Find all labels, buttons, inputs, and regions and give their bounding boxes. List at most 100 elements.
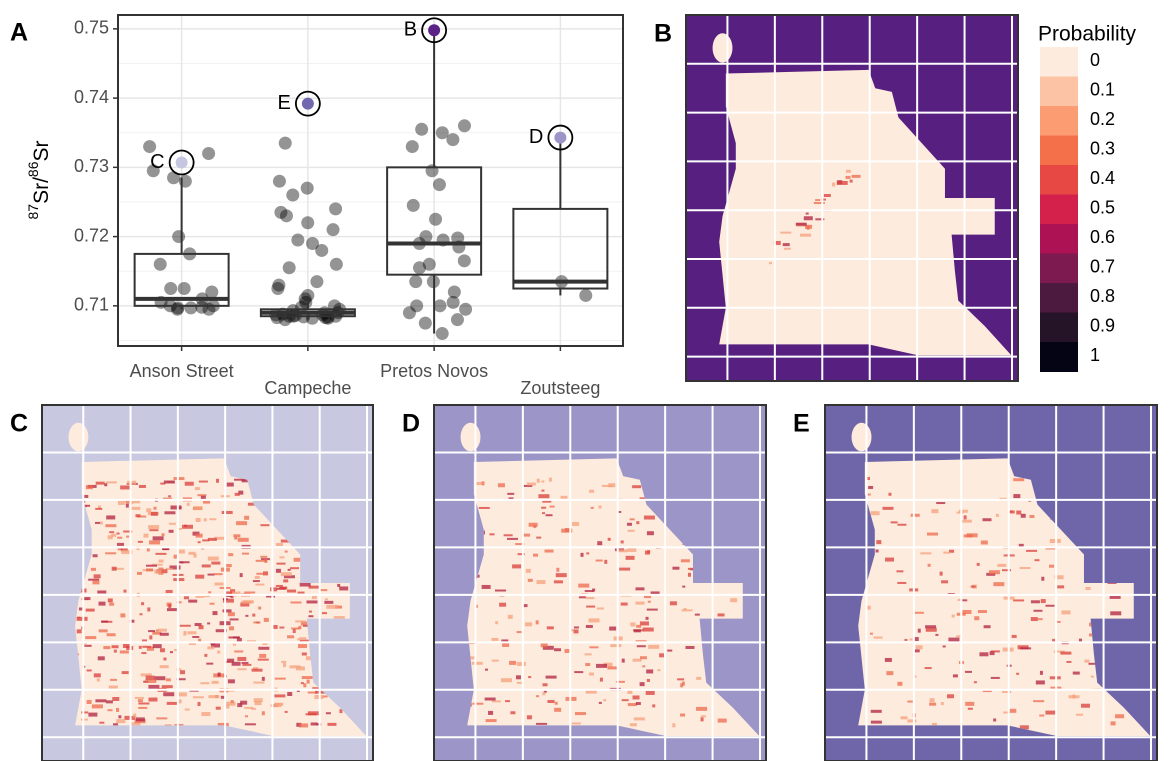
speckle: [260, 524, 270, 527]
speckle: [240, 602, 250, 607]
speckle: [148, 684, 160, 689]
data-point: [579, 288, 593, 302]
speckle: [963, 515, 967, 520]
speckle: [201, 564, 211, 568]
speckle: [117, 547, 123, 551]
speckle: [956, 635, 962, 638]
speckle: [233, 534, 241, 538]
speckle: [795, 222, 807, 226]
speckle: [1054, 575, 1064, 580]
speckle: [274, 694, 286, 698]
data-point: [202, 146, 216, 160]
speckle: [547, 699, 555, 703]
panel-label: B: [654, 20, 672, 48]
speckle: [339, 709, 343, 714]
speckle: [207, 622, 211, 625]
data-point: [274, 205, 288, 219]
speckle: [244, 715, 248, 718]
speckle: [170, 505, 182, 510]
speckle: [913, 637, 919, 642]
speckle: [226, 482, 234, 487]
speckle: [900, 716, 908, 720]
speckle: [145, 675, 155, 680]
legend-title: Probability: [1038, 23, 1137, 46]
speckle: [506, 537, 518, 540]
y-tick-label: 0.72: [74, 225, 109, 245]
speckle: [99, 721, 105, 724]
speckle: [545, 514, 553, 517]
speckle: [208, 591, 212, 594]
speckle: [618, 510, 622, 513]
speckle: [885, 557, 895, 562]
speckle: [253, 698, 263, 703]
speckle: [929, 702, 937, 706]
speckle: [491, 659, 499, 662]
speckle: [164, 511, 176, 515]
speckle: [152, 644, 162, 649]
speckle: [125, 500, 131, 504]
speckle: [993, 718, 997, 722]
speckle: [308, 615, 314, 618]
speckle: [491, 637, 499, 641]
speckle: [183, 596, 189, 600]
speckle: [177, 692, 187, 697]
speckle: [239, 573, 243, 578]
speckle: [973, 681, 977, 684]
speckle: [888, 492, 892, 496]
speckle: [279, 626, 285, 629]
speckle: [146, 508, 152, 513]
speckle: [192, 635, 200, 638]
speckle: [301, 652, 307, 656]
data-point: [306, 237, 320, 251]
speckle: [163, 692, 175, 697]
speckle: [1013, 478, 1025, 482]
speckle: [244, 706, 254, 709]
speckle: [951, 614, 955, 618]
speckle: [184, 708, 190, 711]
speckle: [214, 582, 224, 586]
speckle: [599, 677, 603, 682]
speckle: [730, 598, 738, 603]
speckle: [1029, 514, 1035, 518]
speckle: [597, 541, 603, 546]
speckle: [528, 676, 532, 679]
speckle: [154, 569, 162, 574]
speckle: [275, 568, 281, 573]
speckle: [195, 517, 201, 522]
speckle: [942, 645, 946, 648]
speckle: [642, 665, 646, 668]
speckle: [564, 527, 570, 532]
speckle: [108, 685, 118, 689]
speckle: [815, 218, 825, 221]
data-point: [299, 295, 313, 309]
data-point: [435, 327, 449, 341]
speckle: [931, 509, 939, 514]
speckle: [109, 602, 115, 606]
highlight-point: [301, 97, 314, 110]
speckle: [182, 524, 194, 529]
speckle: [640, 656, 648, 660]
data-point: [282, 261, 296, 275]
map-panel: C: [10, 404, 374, 761]
speckle: [495, 621, 499, 625]
speckle: [116, 707, 120, 712]
speckle: [924, 667, 932, 670]
speckle: [237, 656, 247, 661]
speckle: [303, 683, 307, 688]
speckle: [915, 645, 923, 650]
speckle: [1019, 725, 1029, 730]
speckle: [669, 601, 677, 606]
speckle: [907, 719, 917, 723]
speckle: [312, 687, 322, 690]
x-tick-label: Anson Street: [130, 361, 234, 381]
speckle: [280, 539, 292, 543]
speckle: [272, 624, 278, 629]
speckle: [121, 550, 133, 555]
speckle: [105, 700, 113, 704]
speckle: [541, 489, 545, 492]
speckle: [890, 521, 898, 524]
speckle: [603, 699, 607, 702]
speckle: [1030, 600, 1040, 604]
speckle: [773, 240, 781, 245]
